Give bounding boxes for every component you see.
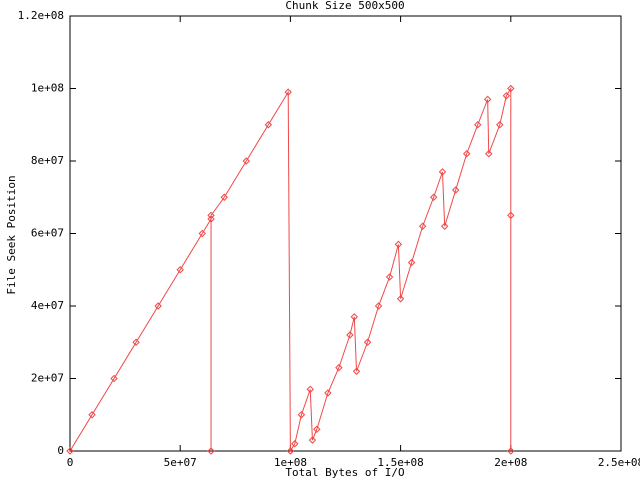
y-tick-label: 6e+07 — [31, 227, 64, 240]
data-line — [69, 86, 512, 453]
data-point — [313, 425, 321, 433]
x-tick-label: 1e+08 — [274, 456, 307, 469]
data-point — [110, 374, 118, 383]
data-point — [291, 440, 299, 448]
data-point — [485, 150, 493, 158]
data-point — [502, 92, 511, 100]
y-tick-label: 4e+07 — [31, 299, 64, 312]
y-tick-label: 2e+07 — [31, 372, 64, 385]
plot-frame — [69, 15, 622, 452]
data-point — [440, 222, 449, 230]
data-point — [220, 193, 228, 201]
y-tick-label: 8e+07 — [31, 154, 64, 167]
data-point — [507, 84, 515, 93]
data-point — [66, 447, 74, 455]
data-point — [385, 273, 394, 281]
data-point — [286, 447, 295, 455]
data-point — [264, 121, 273, 129]
data-point — [308, 436, 317, 444]
data-point — [483, 95, 492, 104]
data-point — [346, 331, 354, 339]
data-point — [507, 211, 515, 220]
data-point — [350, 313, 359, 321]
data-point — [297, 411, 306, 419]
data-point — [242, 157, 251, 165]
data-point — [507, 447, 515, 455]
data-point — [396, 295, 405, 303]
x-tick-label: 5e+07 — [164, 456, 197, 469]
data-point — [407, 258, 416, 267]
data-point — [324, 389, 332, 397]
data-point — [207, 447, 215, 455]
data-point — [154, 302, 162, 310]
data-point — [284, 88, 292, 96]
data-point — [463, 150, 471, 158]
data-point — [176, 266, 184, 274]
y-tick-label: 0 — [57, 444, 64, 457]
data-point — [306, 385, 314, 394]
x-tick-label: 2.5e+08 — [598, 456, 640, 469]
x-tick-label: 1.5e+08 — [377, 456, 423, 469]
data-point — [335, 363, 343, 372]
data-point — [198, 229, 206, 238]
data-point — [132, 338, 140, 346]
data-point — [438, 168, 447, 176]
data-point — [207, 215, 215, 223]
data-point — [496, 121, 504, 129]
data-point — [418, 222, 427, 230]
data-point — [474, 121, 482, 129]
y-tick-label: 1.2e+08 — [18, 9, 64, 22]
data-point — [88, 411, 96, 419]
data-point — [394, 240, 403, 249]
data-point — [207, 211, 215, 220]
data-point — [429, 193, 438, 201]
x-axis-label: Total Bytes of I/O — [285, 466, 404, 479]
x-tick-label: 0 — [67, 456, 74, 469]
data-point — [363, 338, 372, 346]
data-point — [451, 186, 460, 194]
x-tick-label: 2e+08 — [494, 456, 527, 469]
chart-title: Chunk Size 500x500 — [285, 0, 404, 12]
y-axis-label: File Seek Position — [5, 175, 18, 294]
y-tick-label: 1e+08 — [31, 82, 64, 95]
data-point — [374, 302, 383, 310]
data-point — [352, 367, 361, 375]
